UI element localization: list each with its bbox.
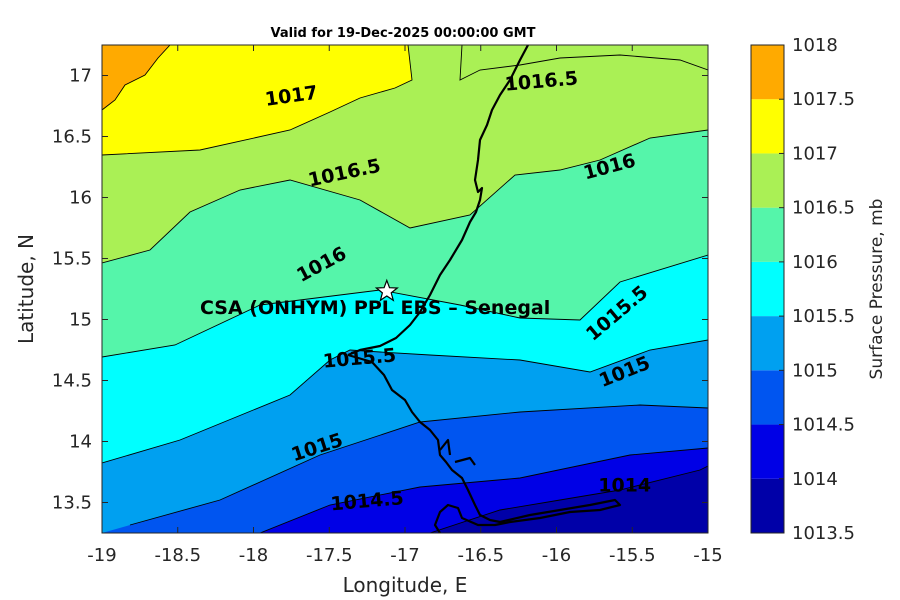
colorbar-tick-label: 1013.5 xyxy=(792,523,855,544)
y-tick-label: 16 xyxy=(69,188,92,209)
colorbar-swatch xyxy=(751,153,784,208)
y-tick-label: 14 xyxy=(69,432,92,453)
contour-1014 xyxy=(429,465,708,533)
colorbar-swatch xyxy=(751,370,784,425)
colorbar-label: Surface Pressure, mb xyxy=(867,199,887,380)
contour-1016 xyxy=(102,254,708,358)
y-tick-label: 16.5 xyxy=(52,127,92,148)
y-tick-label: 14.5 xyxy=(52,371,92,392)
y-axis-ticks: 13.5 14 14.5 15 15.5 16 16.5 17 xyxy=(52,66,708,514)
contour-1017-5 xyxy=(102,45,171,111)
contour-1016-5-north xyxy=(459,45,708,81)
x-tick-label: -16 xyxy=(542,545,571,566)
country-borders xyxy=(347,45,622,533)
contour-1015-5 xyxy=(102,339,708,464)
border-north xyxy=(347,45,529,357)
colorbar-swatch xyxy=(751,45,784,100)
colorbar-tick-label: 1014.5 xyxy=(792,415,855,436)
y-tick-label: 15.5 xyxy=(52,249,92,270)
colorbar-frame xyxy=(750,44,785,534)
colorbar: 1013.5 1014 1014.5 1015 1015.5 1016 1016.5 1017… xyxy=(751,35,855,544)
contour-1014-5 xyxy=(259,447,708,533)
colorbar-tick-label: 1016.5 xyxy=(792,198,855,219)
x-tick-label: -15.5 xyxy=(609,545,656,566)
station-star-icon[interactable] xyxy=(374,278,399,302)
colorbar-swatch xyxy=(751,478,784,533)
colorbar-swatch xyxy=(751,207,784,262)
contour-1016-5 xyxy=(102,129,708,264)
colorbar-tick-label: 1015 xyxy=(792,360,838,381)
colorbar-swatch xyxy=(751,261,784,317)
plot-area: CSA (ONHYM) PPL EBS – Senegal 10171016.5… xyxy=(102,45,708,533)
contour-label: 1014 xyxy=(598,474,651,496)
colorbar-tick-label: 1017 xyxy=(792,143,838,164)
x-tick-label: -16.5 xyxy=(457,545,504,566)
x-tick-label: -18.5 xyxy=(154,545,201,566)
band-1017 xyxy=(102,45,412,155)
x-tick-label: -19 xyxy=(87,545,116,566)
contour-1017 xyxy=(102,45,413,156)
x-axis-label: Longitude, E xyxy=(343,573,468,597)
colorbar-tick-label: 1017.5 xyxy=(792,89,855,110)
y-tick-label: 15 xyxy=(69,310,92,331)
map-title: Valid for 19-Dec-2025 00:00:00 GMT xyxy=(271,26,536,41)
y-tick-label: 17 xyxy=(69,66,92,87)
river-delta xyxy=(439,438,476,466)
x-tick-label: -18 xyxy=(239,545,268,566)
colorbar-swatch xyxy=(751,99,784,154)
y-axis-label: Latitude, N xyxy=(14,234,38,344)
y-tick-label: 13.5 xyxy=(52,493,92,514)
colorbar-tick-label: 1014 xyxy=(792,469,838,490)
colorbar-tick-label: 1018 xyxy=(792,35,838,56)
x-axis-ticks: -19 -18.5 -18 -17.5 -17 -16.5 -16 -15.5 -15 xyxy=(87,45,723,566)
colorbar-tick-label: 1015.5 xyxy=(792,306,855,327)
x-tick-label: -17.5 xyxy=(306,545,353,566)
colorbar-tick-label: 1016 xyxy=(792,252,838,273)
border-south xyxy=(347,353,622,533)
x-tick-label: -17 xyxy=(390,545,419,566)
colorbar-swatch xyxy=(751,424,784,479)
colorbar-swatch xyxy=(751,316,784,371)
x-tick-label: -15 xyxy=(693,545,722,566)
station-label: CSA (ONHYM) PPL EBS – Senegal xyxy=(200,297,550,319)
